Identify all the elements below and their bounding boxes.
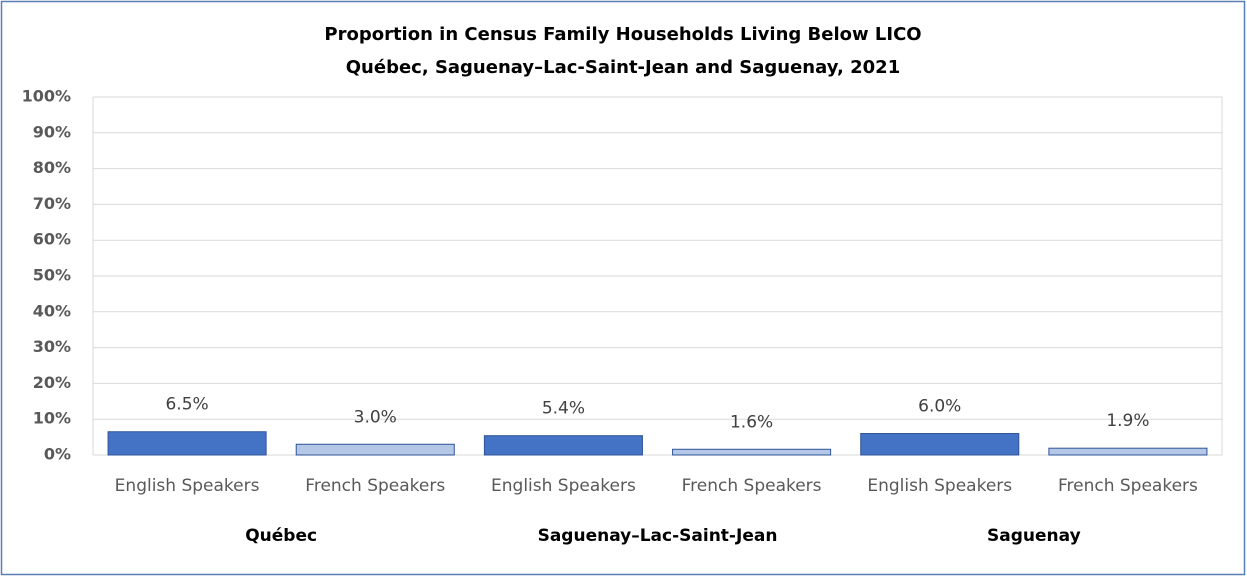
bar: [860, 433, 1020, 456]
x-tick-label: English Speakers: [867, 476, 1012, 496]
chart-subtitle: Québec, Saguenay–Lac-Saint-Jean and Sagu…: [346, 57, 900, 78]
y-tick-label: 90%: [33, 122, 71, 141]
y-tick-label: 80%: [33, 158, 71, 177]
chart-title: Proportion in Census Family Households L…: [324, 24, 921, 45]
group-label: Saguenay: [987, 526, 1081, 546]
x-tick-label: English Speakers: [115, 476, 260, 496]
group-label: Québec: [245, 526, 317, 546]
y-tick-label: 40%: [33, 301, 71, 320]
y-tick-label: 50%: [33, 266, 71, 285]
x-tick-label: English Speakers: [491, 476, 636, 496]
x-tick-label: French Speakers: [305, 476, 445, 496]
bar: [107, 431, 267, 456]
y-tick-label: 70%: [33, 194, 71, 213]
bar: [295, 443, 455, 456]
y-tick-label: 20%: [33, 373, 71, 392]
data-label: 3.0%: [354, 407, 397, 427]
data-label: 6.5%: [165, 395, 208, 415]
data-label: 1.9%: [1106, 411, 1149, 431]
bar: [483, 435, 643, 456]
y-tick-label: 30%: [33, 337, 71, 356]
data-label: 1.6%: [730, 412, 773, 432]
bar: [672, 448, 832, 456]
group-label: Saguenay–Lac-Saint-Jean: [538, 526, 778, 546]
y-tick-label: 10%: [33, 409, 71, 428]
x-tick-label: French Speakers: [1058, 476, 1198, 496]
y-tick-label: 100%: [22, 87, 71, 106]
y-tick-label: 60%: [33, 230, 71, 249]
y-tick-label: 0%: [44, 445, 71, 464]
x-tick-label: French Speakers: [682, 476, 822, 496]
bar: [1048, 447, 1208, 456]
data-label: 6.0%: [918, 397, 961, 417]
data-label: 5.4%: [542, 399, 585, 419]
